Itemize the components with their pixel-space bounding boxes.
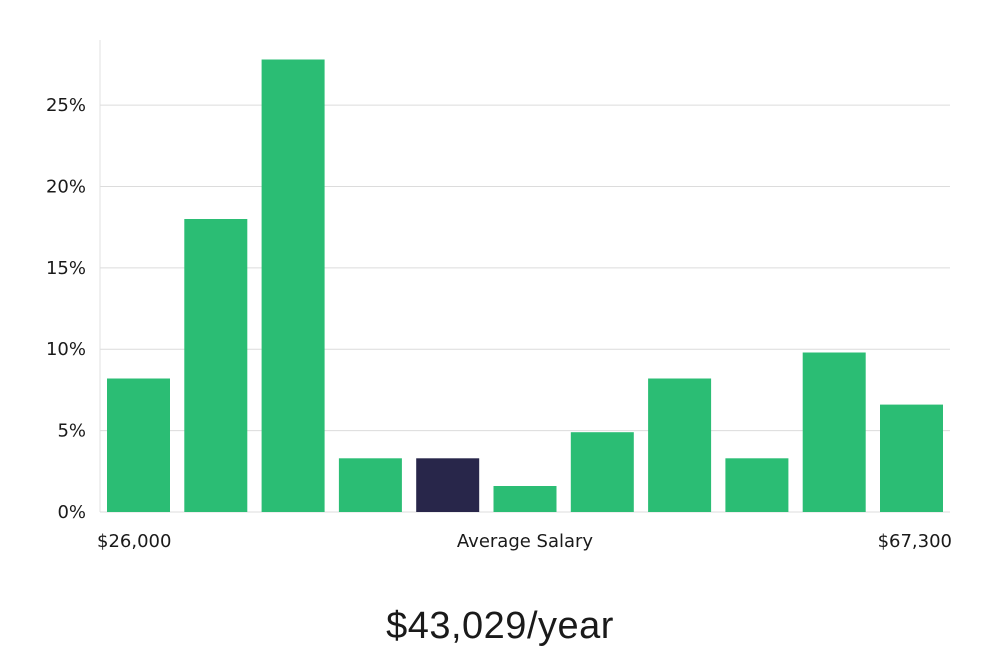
x-end-label: $67,300 [878,531,952,552]
y-tick-label: 10% [46,339,86,360]
bar [261,59,325,512]
bar [725,458,789,512]
y-tick-label: 15% [46,258,86,279]
bar [802,352,866,512]
x-start-label: $26,000 [97,531,171,552]
y-tick-label: 20% [46,176,86,197]
bar [107,378,170,512]
y-tick-label: 25% [46,95,86,116]
bar [493,486,557,512]
salary-histogram: 0%5%10%15%20%25% $26,000 Average Salary … [46,40,952,552]
y-axis-ticks: 0% 5% 10% 15% 20% 25% [46,95,86,523]
bars [107,59,943,512]
bar [570,432,634,512]
y-tick-label: 5% [57,421,86,442]
x-axis-label: Average Salary [457,531,594,552]
bar [184,219,248,512]
average-salary-value: $43,029/year [386,605,614,647]
bar [880,404,943,512]
bar-highlighted [416,458,480,512]
bar [338,458,402,512]
y-tick-label: 0% [57,502,86,523]
bar [648,378,712,512]
